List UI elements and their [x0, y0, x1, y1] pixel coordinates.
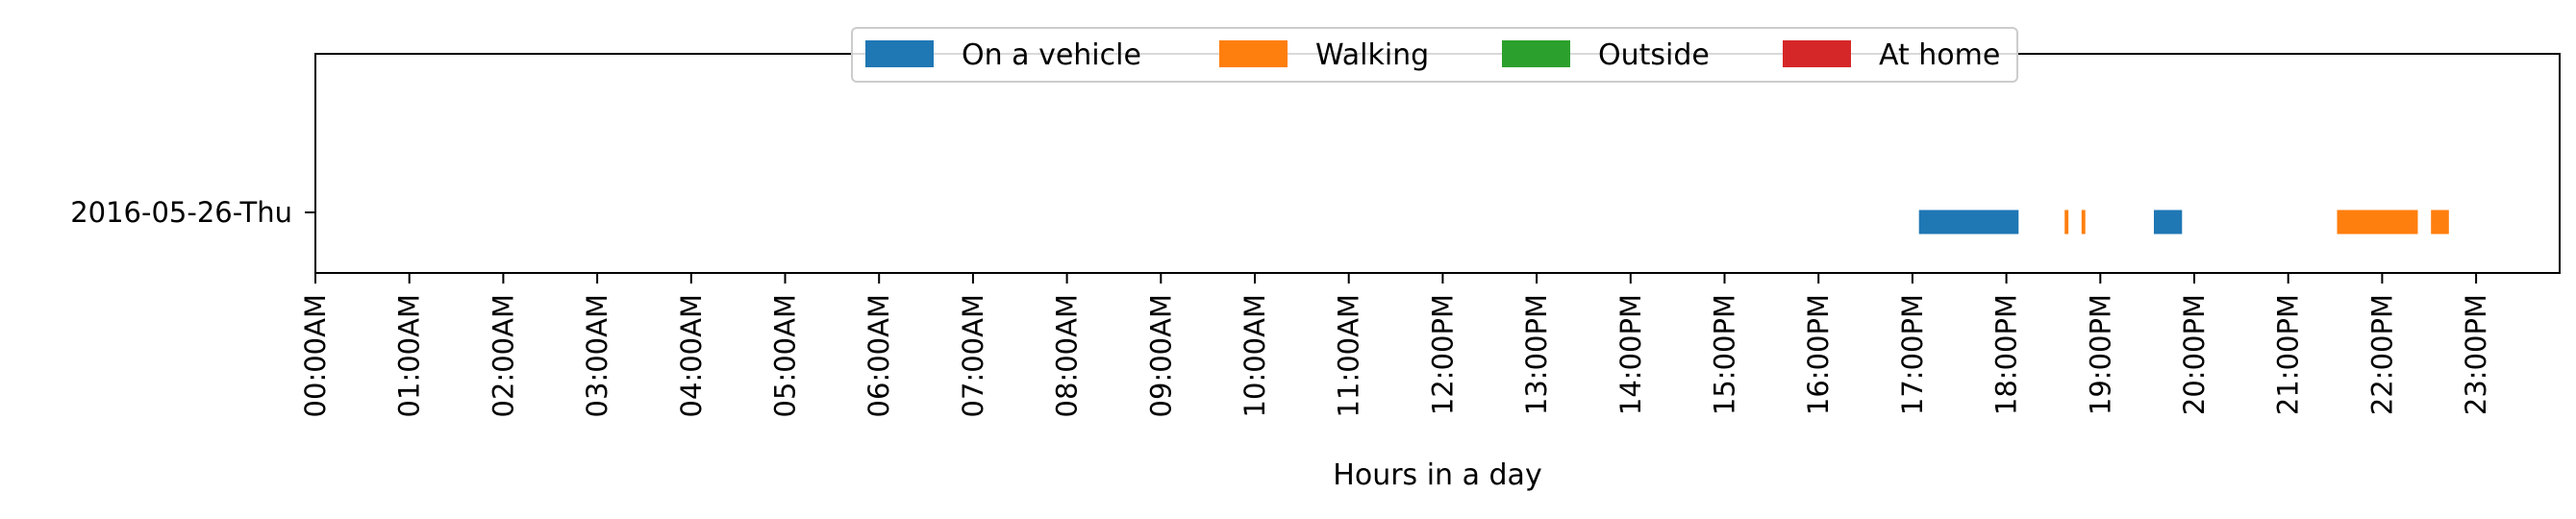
legend-swatch — [1502, 40, 1570, 67]
activity-bar — [1918, 210, 2019, 235]
x-tick-label: 23:00PM — [2460, 294, 2492, 415]
legend-label: Outside — [1598, 38, 1710, 72]
x-tick-label: 08:00AM — [1051, 294, 1084, 417]
x-tick-label: 04:00AM — [675, 294, 708, 417]
x-tick-label: 09:00AM — [1144, 294, 1177, 417]
x-tick-label: 06:00AM — [863, 294, 895, 417]
x-tick-label: 15:00PM — [1709, 294, 1741, 415]
activity-bar — [2064, 210, 2069, 235]
x-tick-label: 20:00PM — [2178, 294, 2211, 415]
x-tick-label: 07:00AM — [957, 294, 989, 417]
x-tick-label: 19:00PM — [2084, 294, 2116, 415]
activity-bars — [1918, 210, 2449, 235]
legend-frame — [851, 27, 2018, 83]
activity-bar — [2431, 210, 2449, 235]
x-tick-label: 01:00AM — [393, 294, 426, 417]
x-tick-label: 16:00PM — [1802, 294, 1835, 415]
activity-bar — [2337, 210, 2418, 235]
y-tick-label: 2016-05-26-Thu — [70, 196, 292, 229]
x-tick-label: 18:00PM — [1990, 294, 2023, 415]
legend-label: At home — [1879, 38, 2000, 72]
legend-label: On a vehicle — [962, 38, 1141, 72]
legend-swatch — [865, 40, 934, 67]
x-tick-label: 11:00AM — [1333, 294, 1365, 417]
x-tick-label: 02:00AM — [487, 294, 519, 417]
activity-bar — [2154, 210, 2183, 235]
x-tick-label: 17:00PM — [1896, 294, 1929, 415]
x-tick-label: 22:00PM — [2365, 294, 2398, 415]
plot-frame — [314, 53, 2561, 274]
x-axis: 00:00AM 01:00AM 02:00AM 03:00AM 04:00AM 05:00… — [299, 273, 2492, 417]
legend: On a vehicle Walking Outside At home — [851, 27, 2018, 83]
x-axis-label: Hours in a day — [1333, 458, 1541, 492]
x-tick-label: 05:00AM — [769, 294, 802, 417]
y-axis: 2016-05-26-Thu — [70, 196, 315, 229]
x-tick-label: 10:00AM — [1238, 294, 1271, 417]
activity-bar — [2081, 210, 2086, 235]
legend-swatch — [1219, 40, 1288, 67]
x-tick-label: 14:00PM — [1614, 294, 1647, 415]
x-tick-label: 13:00PM — [1520, 294, 1553, 415]
x-tick-label: 12:00PM — [1426, 294, 1459, 415]
x-tick-label: 03:00AM — [581, 294, 613, 417]
x-tick-label: 21:00PM — [2272, 294, 2305, 415]
legend-swatch — [1783, 40, 1851, 67]
legend-label: Walking — [1315, 38, 1429, 72]
x-tick-label: 00:00AM — [299, 294, 332, 417]
